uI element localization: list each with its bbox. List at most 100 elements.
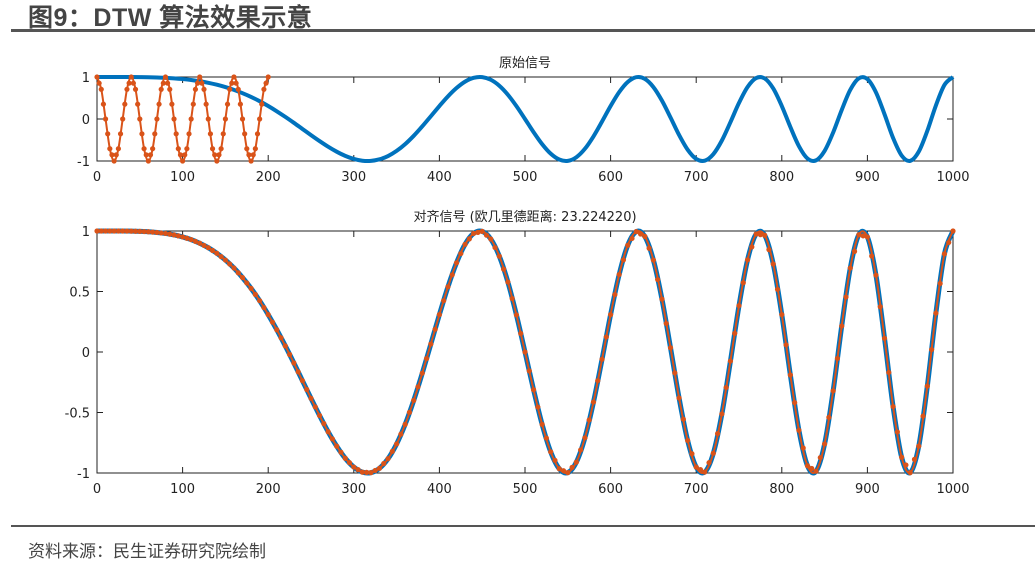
series-marker-orange — [96, 80, 102, 86]
series-marker-orange — [445, 284, 451, 290]
series-marker-orange — [471, 230, 477, 237]
series-marker-orange — [135, 101, 141, 107]
y-tick-label: -0.5 — [65, 407, 90, 422]
y-tick-label: -1 — [77, 467, 90, 482]
series-marker-orange — [877, 304, 883, 310]
series-marker-orange — [94, 74, 100, 80]
y-tick-label: 1 — [82, 71, 90, 86]
series-marker-orange — [338, 449, 344, 455]
series-marker-orange — [860, 233, 866, 239]
series-marker-orange — [428, 341, 434, 347]
series-marker-orange — [137, 228, 143, 234]
series-marker-orange — [259, 101, 265, 107]
series-marker-orange — [590, 399, 597, 405]
chart-title-aligned: 对齐信号 (欧几里德距离: 23.224220) — [413, 209, 636, 225]
series-marker-orange — [706, 460, 712, 466]
series-marker-orange — [766, 247, 772, 253]
series-marker-orange — [916, 443, 922, 449]
series-marker-orange — [834, 355, 841, 362]
series-marker-orange — [120, 228, 126, 234]
series-marker-orange — [156, 101, 162, 107]
series-marker-orange — [449, 272, 455, 278]
series-marker-orange — [235, 86, 241, 92]
series-marker-orange — [941, 251, 948, 257]
series-marker-orange — [334, 443, 340, 449]
series-marker-orange — [126, 80, 132, 86]
series-marker-orange — [595, 378, 601, 384]
series-marker-orange — [162, 230, 169, 237]
series-marker-orange — [685, 437, 691, 444]
series-marker-orange — [530, 387, 537, 393]
series-marker-orange — [650, 257, 657, 263]
series-marker-orange — [727, 358, 734, 364]
series-marker-orange — [184, 146, 190, 152]
series-marker-orange — [231, 265, 237, 271]
series-marker-orange — [732, 330, 738, 336]
y-tick-label: 1 — [82, 225, 90, 240]
series-marker-orange — [321, 421, 327, 427]
series-marker-orange — [804, 463, 811, 469]
series-marker-orange — [278, 335, 284, 341]
series-marker-orange — [165, 80, 171, 86]
y-tick-label: -1 — [77, 155, 90, 170]
series-marker-orange — [441, 298, 447, 304]
series-marker-orange — [830, 388, 836, 394]
series-marker-orange — [216, 152, 222, 158]
series-marker-orange — [436, 312, 442, 318]
series-marker-orange — [453, 260, 460, 266]
series-marker-orange — [203, 101, 209, 107]
series-marker-orange — [124, 228, 130, 234]
series-marker-orange — [920, 413, 926, 419]
series-marker-orange — [192, 238, 199, 245]
series-marker-orange — [419, 370, 425, 376]
series-marker-orange — [257, 298, 263, 304]
x-tick-label: 0 — [93, 170, 101, 185]
series-marker-orange — [346, 460, 353, 466]
series-line-blue — [96, 74, 955, 164]
series-marker-orange — [792, 400, 798, 406]
series-marker-orange — [411, 397, 417, 403]
series-marker-orange — [586, 417, 592, 423]
series-marker-orange — [886, 369, 892, 376]
series-marker-orange — [569, 464, 575, 470]
series-marker-orange — [565, 470, 571, 476]
series-marker-orange — [368, 470, 374, 476]
series-marker-orange — [715, 431, 721, 437]
series-marker-orange — [227, 261, 233, 267]
series-marker-orange — [158, 86, 164, 92]
series-marker-orange — [774, 286, 781, 292]
series-marker-orange — [197, 74, 203, 80]
series-marker-orange — [282, 343, 288, 349]
series-marker-orange — [227, 86, 233, 92]
series-marker-orange — [239, 274, 246, 281]
series-marker-orange — [137, 116, 143, 122]
series-marker-orange — [663, 320, 669, 327]
series-marker-orange — [145, 158, 151, 164]
series-marker-orange — [107, 146, 113, 152]
series-marker-orange — [175, 146, 181, 152]
series-marker-orange — [257, 116, 263, 122]
series-marker-orange — [415, 384, 421, 390]
series-marker-orange — [312, 404, 318, 410]
series-marker-orange — [372, 467, 378, 474]
series-marker-orange — [646, 245, 652, 251]
series-marker-orange — [254, 131, 261, 137]
series-marker-orange — [265, 74, 271, 80]
series-marker-orange — [173, 131, 179, 137]
x-tick-label: 300 — [341, 482, 366, 497]
series-marker-orange — [250, 152, 256, 158]
series-marker-orange — [109, 152, 115, 158]
series-marker-orange — [406, 409, 413, 415]
series-marker-orange — [680, 416, 686, 422]
x-tick-label: 400 — [427, 170, 452, 185]
series-marker-orange — [224, 101, 231, 107]
series-marker-orange — [214, 158, 220, 164]
series-marker-orange — [578, 447, 584, 453]
series-marker-orange — [242, 131, 248, 137]
series-marker-orange — [466, 236, 472, 242]
series-marker-orange — [672, 370, 678, 376]
series-marker-orange — [796, 427, 802, 433]
series-marker-orange — [94, 228, 100, 234]
series-marker-orange — [762, 232, 768, 238]
series-marker-orange — [505, 279, 511, 285]
